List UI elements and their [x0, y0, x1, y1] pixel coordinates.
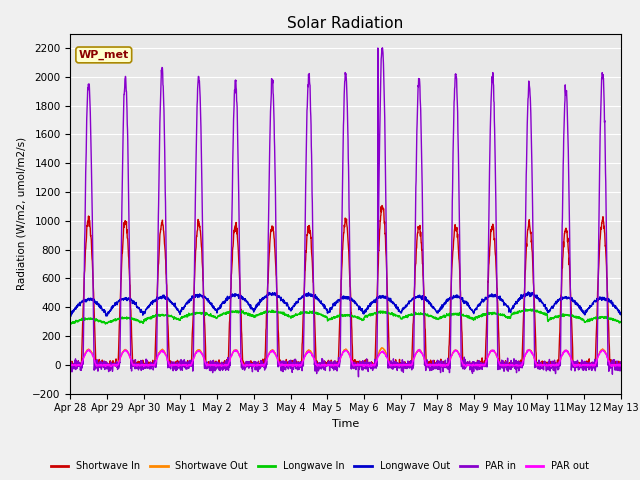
Longwave Out: [374, 294, 381, 300]
PAR out: [584, 362, 592, 368]
PAR out: [67, 362, 74, 368]
Longwave Out: [506, 308, 513, 313]
Longwave In: [506, 315, 513, 321]
Shortwave Out: [568, 359, 576, 365]
PAR in: [569, 362, 577, 368]
PAR in: [374, 295, 381, 300]
Longwave In: [617, 319, 625, 325]
PAR in: [506, 365, 514, 371]
Longwave In: [67, 321, 74, 327]
Text: WP_met: WP_met: [79, 50, 129, 60]
Longwave Out: [220, 300, 228, 305]
PAR out: [617, 363, 625, 369]
Line: Shortwave In: Shortwave In: [70, 205, 621, 365]
PAR out: [506, 363, 514, 369]
Line: Longwave In: Longwave In: [70, 309, 621, 324]
Longwave In: [584, 316, 592, 322]
Longwave In: [362, 314, 369, 320]
Shortwave Out: [220, 361, 228, 367]
PAR in: [362, 363, 369, 369]
Line: PAR out: PAR out: [70, 349, 621, 367]
Longwave In: [569, 313, 577, 319]
Shortwave In: [617, 360, 625, 366]
Shortwave Out: [362, 362, 369, 368]
Title: Solar Radiation: Solar Radiation: [287, 16, 404, 31]
Longwave Out: [524, 289, 532, 295]
PAR out: [569, 360, 577, 365]
Line: PAR in: PAR in: [70, 48, 621, 377]
Longwave Out: [67, 312, 74, 317]
Longwave In: [102, 321, 109, 327]
PAR in: [617, 359, 625, 365]
Longwave Out: [67, 313, 74, 319]
Shortwave In: [584, 360, 592, 366]
PAR in: [220, 363, 228, 369]
PAR in: [67, 358, 74, 364]
Y-axis label: Radiation (W/m2, umol/m2/s): Radiation (W/m2, umol/m2/s): [17, 137, 27, 290]
PAR out: [416, 347, 424, 352]
Shortwave In: [67, 362, 74, 368]
Shortwave In: [506, 362, 514, 368]
Shortwave In: [220, 359, 228, 365]
Shortwave Out: [506, 362, 513, 368]
Legend: Shortwave In, Shortwave Out, Longwave In, Longwave Out, PAR in, PAR out: Shortwave In, Shortwave Out, Longwave In…: [47, 457, 593, 475]
PAR in: [584, 360, 592, 366]
Shortwave Out: [617, 362, 625, 368]
Longwave In: [374, 310, 381, 316]
PAR in: [355, 374, 362, 380]
Longwave In: [220, 310, 228, 316]
Longwave Out: [617, 312, 625, 318]
X-axis label: Time: Time: [332, 419, 359, 429]
Shortwave In: [378, 203, 386, 208]
Longwave Out: [569, 299, 577, 304]
Longwave Out: [584, 306, 592, 312]
Shortwave In: [374, 278, 381, 284]
Longwave In: [522, 306, 529, 312]
Line: Longwave Out: Longwave Out: [70, 292, 621, 316]
Shortwave Out: [374, 354, 381, 360]
PAR in: [379, 45, 387, 51]
Line: Shortwave Out: Shortwave Out: [70, 348, 621, 365]
Shortwave Out: [378, 345, 385, 351]
Shortwave Out: [584, 362, 591, 368]
Longwave Out: [362, 306, 369, 312]
Shortwave In: [362, 360, 369, 366]
Shortwave In: [67, 361, 74, 367]
PAR out: [220, 362, 228, 368]
PAR out: [362, 363, 369, 369]
Shortwave Out: [67, 362, 74, 368]
PAR out: [374, 355, 381, 361]
PAR out: [360, 364, 368, 370]
Shortwave In: [569, 345, 577, 351]
